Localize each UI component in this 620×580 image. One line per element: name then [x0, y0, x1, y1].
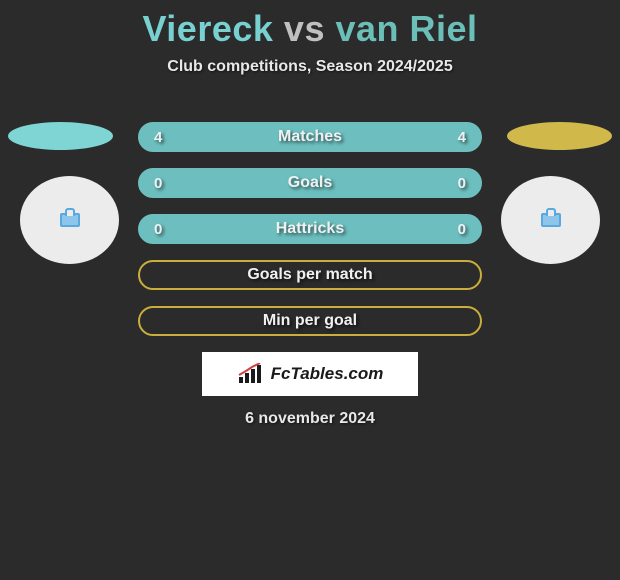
stat-left-value: 4 [154, 129, 162, 146]
player2-avatar [501, 176, 600, 264]
subtitle: Club competitions, Season 2024/2025 [0, 58, 620, 76]
chart-icon [237, 363, 265, 385]
stat-right-value: 0 [458, 175, 466, 192]
stat-row-hattricks: 0 Hattricks 0 [138, 214, 482, 244]
avatar-placeholder-icon [541, 213, 561, 227]
stat-right-value: 0 [458, 221, 466, 238]
stat-label: Hattricks [140, 220, 480, 238]
fctables-logo: FcTables.com [202, 352, 418, 396]
player2-name: van Riel [335, 8, 477, 49]
stat-right-value: 4 [458, 129, 466, 146]
stat-label: Goals per match [140, 266, 480, 284]
vs-text: vs [284, 8, 325, 49]
stat-label: Min per goal [140, 312, 480, 330]
stat-label: Matches [140, 128, 480, 146]
stat-row-goals-per-match: Goals per match [138, 260, 482, 290]
player1-ellipse [8, 122, 113, 150]
avatar-placeholder-icon [60, 213, 80, 227]
stat-row-min-per-goal: Min per goal [138, 306, 482, 336]
player2-ellipse [507, 122, 612, 150]
player1-avatar [20, 176, 119, 264]
date-text: 6 november 2024 [0, 410, 620, 428]
stat-label: Goals [140, 174, 480, 192]
stat-left-value: 0 [154, 175, 162, 192]
logo-text: FcTables.com [271, 364, 384, 384]
player1-name: Viereck [142, 8, 273, 49]
stat-row-matches: 4 Matches 4 [138, 122, 482, 152]
stats-container: 4 Matches 4 0 Goals 0 0 Hattricks 0 Goal… [138, 122, 482, 352]
stat-left-value: 0 [154, 221, 162, 238]
stat-row-goals: 0 Goals 0 [138, 168, 482, 198]
comparison-title: Viereck vs van Riel [0, 0, 620, 50]
